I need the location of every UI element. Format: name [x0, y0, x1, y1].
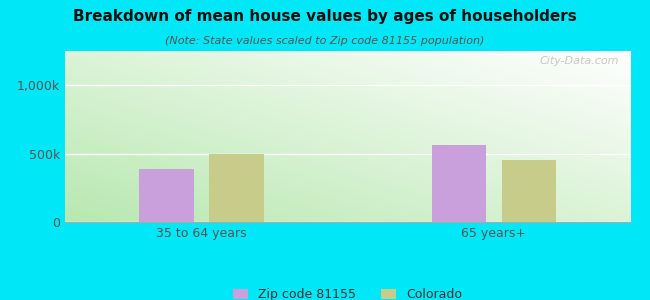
Legend: Zip code 81155, Colorado: Zip code 81155, Colorado — [233, 288, 462, 300]
Bar — [139, 169, 194, 222]
Bar — [209, 154, 264, 222]
Bar — [502, 160, 556, 222]
Text: Breakdown of mean house values by ages of householders: Breakdown of mean house values by ages o… — [73, 9, 577, 24]
Bar — [432, 146, 486, 222]
Text: City-Data.com: City-Data.com — [540, 56, 619, 66]
Text: (Note: State values scaled to Zip code 81155 population): (Note: State values scaled to Zip code 8… — [165, 36, 485, 46]
